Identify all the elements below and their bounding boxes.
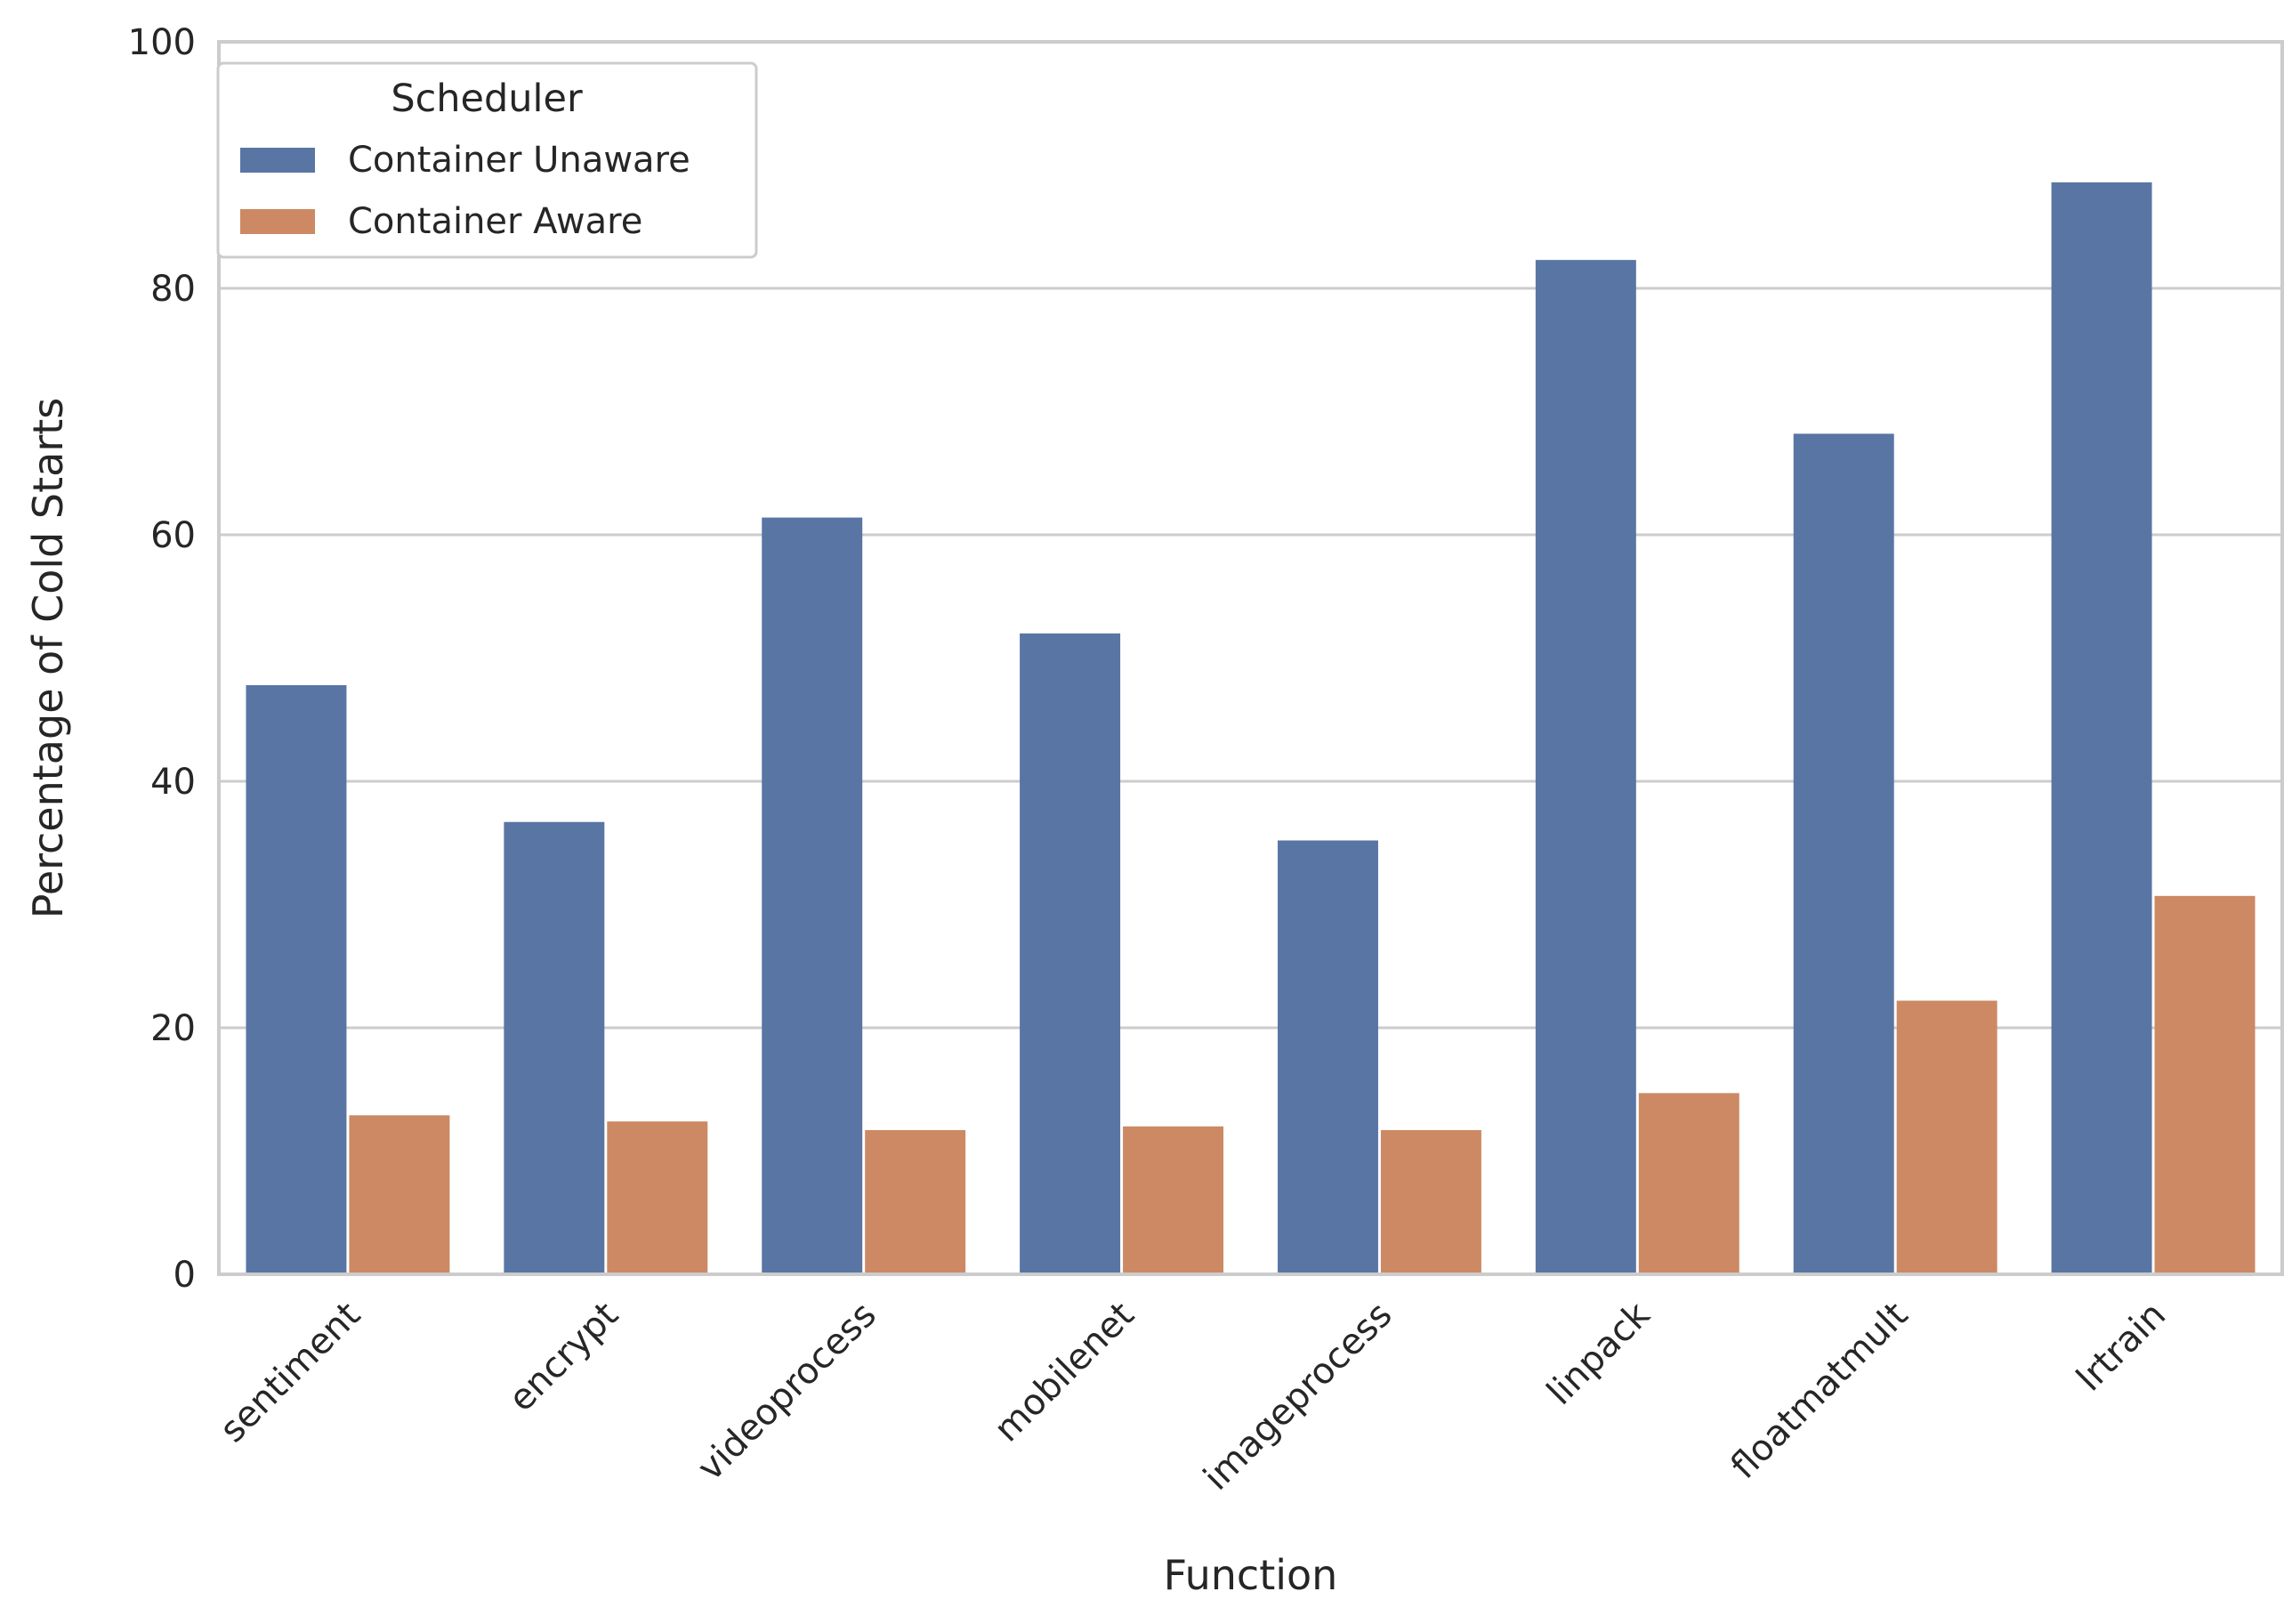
y-tick-label: 0 [174,1255,196,1296]
bar-encrypt-container-aware [607,1121,708,1274]
bars [246,182,2256,1274]
legend-swatch-container-aware [240,209,315,234]
legend-title: Scheduler [391,77,583,121]
y-tick-label: 80 [150,269,196,310]
bar-lrtrain-container-unaware [2051,182,2152,1274]
bar-videoprocess-container-unaware [762,517,863,1274]
bar-encrypt-container-unaware [504,821,605,1274]
y-tick-label: 40 [150,762,196,803]
y-tick-label: 20 [150,1008,196,1049]
bar-mobilenet-container-unaware [1020,633,1121,1274]
y-tick-label: 60 [150,515,196,556]
bar-mobilenet-container-aware [1123,1126,1224,1274]
bar-imageprocess-container-aware [1380,1129,1481,1274]
bar-videoprocess-container-aware [865,1129,966,1274]
legend-label-container-unaware: Container Unaware [348,140,690,181]
bar-floatmatmult-container-unaware [1793,433,1894,1274]
bar-sentiment-container-aware [349,1115,450,1274]
legend-label-container-aware: Container Aware [348,201,642,242]
bar-lrtrain-container-aware [2154,895,2256,1274]
bar-floatmatmult-container-aware [1896,1000,1997,1274]
legend: Scheduler Container Unaware Container Aw… [216,61,758,259]
bar-linpack-container-aware [1638,1093,1739,1274]
legend-swatch-container-unaware [240,148,315,173]
y-tick-labels: 0 20 40 60 80 100 [128,22,196,1296]
bar-imageprocess-container-unaware [1277,840,1378,1274]
y-tick-label: 100 [128,22,196,63]
y-axis-title: Percentage of Cold Starts [24,398,72,919]
x-axis-title: Function [1164,1551,1338,1599]
legend-box [216,61,758,259]
bar-sentiment-container-unaware [246,684,347,1274]
plot-frame [217,40,2284,1276]
bar-linpack-container-unaware [1535,260,1636,1274]
